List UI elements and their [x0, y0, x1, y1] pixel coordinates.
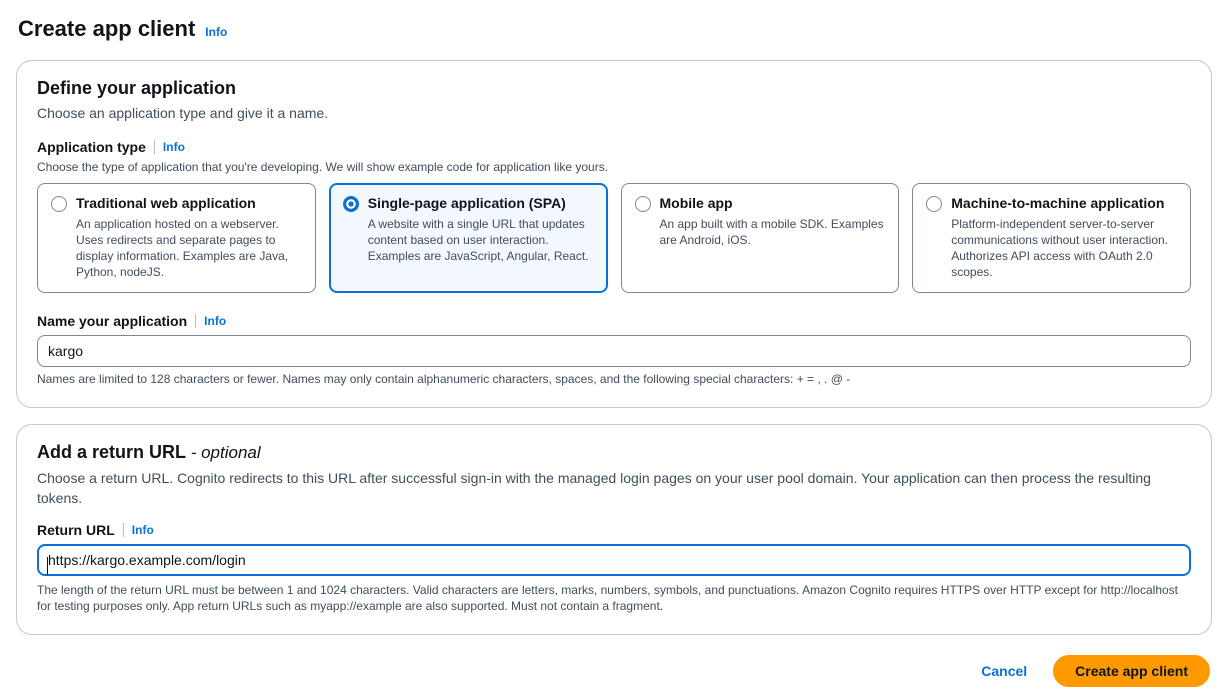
page-title: Create app client	[18, 16, 196, 41]
create-app-client-button[interactable]: Create app client	[1053, 655, 1210, 687]
option-mobile-app[interactable]: Mobile app An app built with a mobile SD…	[620, 183, 900, 293]
text-caret	[47, 557, 48, 575]
label-divider	[122, 523, 124, 537]
option-content: Mobile app An app built with a mobile SD…	[660, 194, 885, 280]
option-machine-to-machine-application[interactable]: Machine-to-machine application Platform-…	[912, 183, 1191, 293]
return-url-constraint: The length of the return URL must be bet…	[37, 583, 1179, 613]
application-name-input[interactable]	[37, 335, 1191, 367]
define-application-description: Choose an application type and give it a…	[37, 105, 329, 121]
option-content: Traditional web application An applicati…	[76, 194, 301, 280]
radio-unselected-icon[interactable]	[51, 196, 67, 212]
option-description: Platform-independent server-to-server co…	[951, 217, 1169, 279]
option-description: An application hosted on a webserver. Us…	[76, 217, 289, 279]
label-divider	[195, 314, 197, 328]
return-url-title-text: Add a return URL	[37, 442, 186, 462]
option-content: Single-page application (SPA) A website …	[368, 194, 593, 280]
return-url-label-row: Return URL Info	[37, 522, 1191, 538]
radio-unselected-icon[interactable]	[926, 196, 943, 212]
page-info-link[interactable]: Info	[205, 25, 228, 39]
option-title: Machine-to-machine application	[951, 195, 1165, 211]
application-type-label-row: Application type Info	[37, 139, 1191, 155]
return-url-title: Add a return URL - optional	[37, 439, 1191, 466]
return-url-info-link[interactable]: Info	[131, 523, 154, 537]
label-divider	[153, 140, 155, 154]
cancel-button[interactable]: Cancel	[981, 663, 1028, 679]
option-description: An app built with a mobile SDK. Examples…	[659, 217, 884, 247]
option-single-page-application[interactable]: Single-page application (SPA) A website …	[328, 183, 608, 293]
option-title: Traditional web application	[76, 195, 256, 211]
option-title: Single-page application (SPA)	[367, 195, 566, 211]
application-name-label-row: Name your application Info	[37, 313, 1191, 329]
application-type-label: Application type	[37, 139, 146, 155]
return-url-input[interactable]	[37, 544, 1191, 576]
application-name-info-link[interactable]: Info	[204, 314, 227, 328]
application-type-info-link[interactable]: Info	[162, 140, 185, 154]
application-type-description: Choose the type of application that you'…	[37, 160, 609, 174]
define-application-panel: Define your application Choose an applic…	[16, 60, 1212, 408]
application-name-label: Name your application	[37, 313, 188, 329]
form-actions: Cancel Create app client	[16, 655, 1212, 687]
option-traditional-web-application[interactable]: Traditional web application An applicati…	[37, 183, 316, 293]
option-title: Mobile app	[659, 195, 733, 211]
radio-selected-icon[interactable]	[342, 196, 359, 212]
radio-unselected-icon[interactable]	[634, 196, 651, 212]
option-content: Machine-to-machine application Platform-…	[951, 194, 1176, 280]
optional-suffix: - optional	[190, 443, 261, 462]
return-url-label: Return URL	[37, 522, 115, 538]
application-name-constraint: Names are limited to 128 characters or f…	[37, 372, 851, 386]
application-type-options: Traditional web application An applicati…	[37, 183, 1191, 293]
page-header: Create app client Info	[16, 12, 1212, 44]
define-application-title: Define your application	[37, 78, 237, 98]
return-url-description: Choose a return URL. Cognito redirects t…	[37, 470, 1151, 506]
option-description: A website with a single URL that updates…	[367, 217, 589, 263]
return-url-panel: Add a return URL - optional Choose a ret…	[16, 424, 1212, 635]
return-url-input-wrap	[37, 544, 1191, 576]
